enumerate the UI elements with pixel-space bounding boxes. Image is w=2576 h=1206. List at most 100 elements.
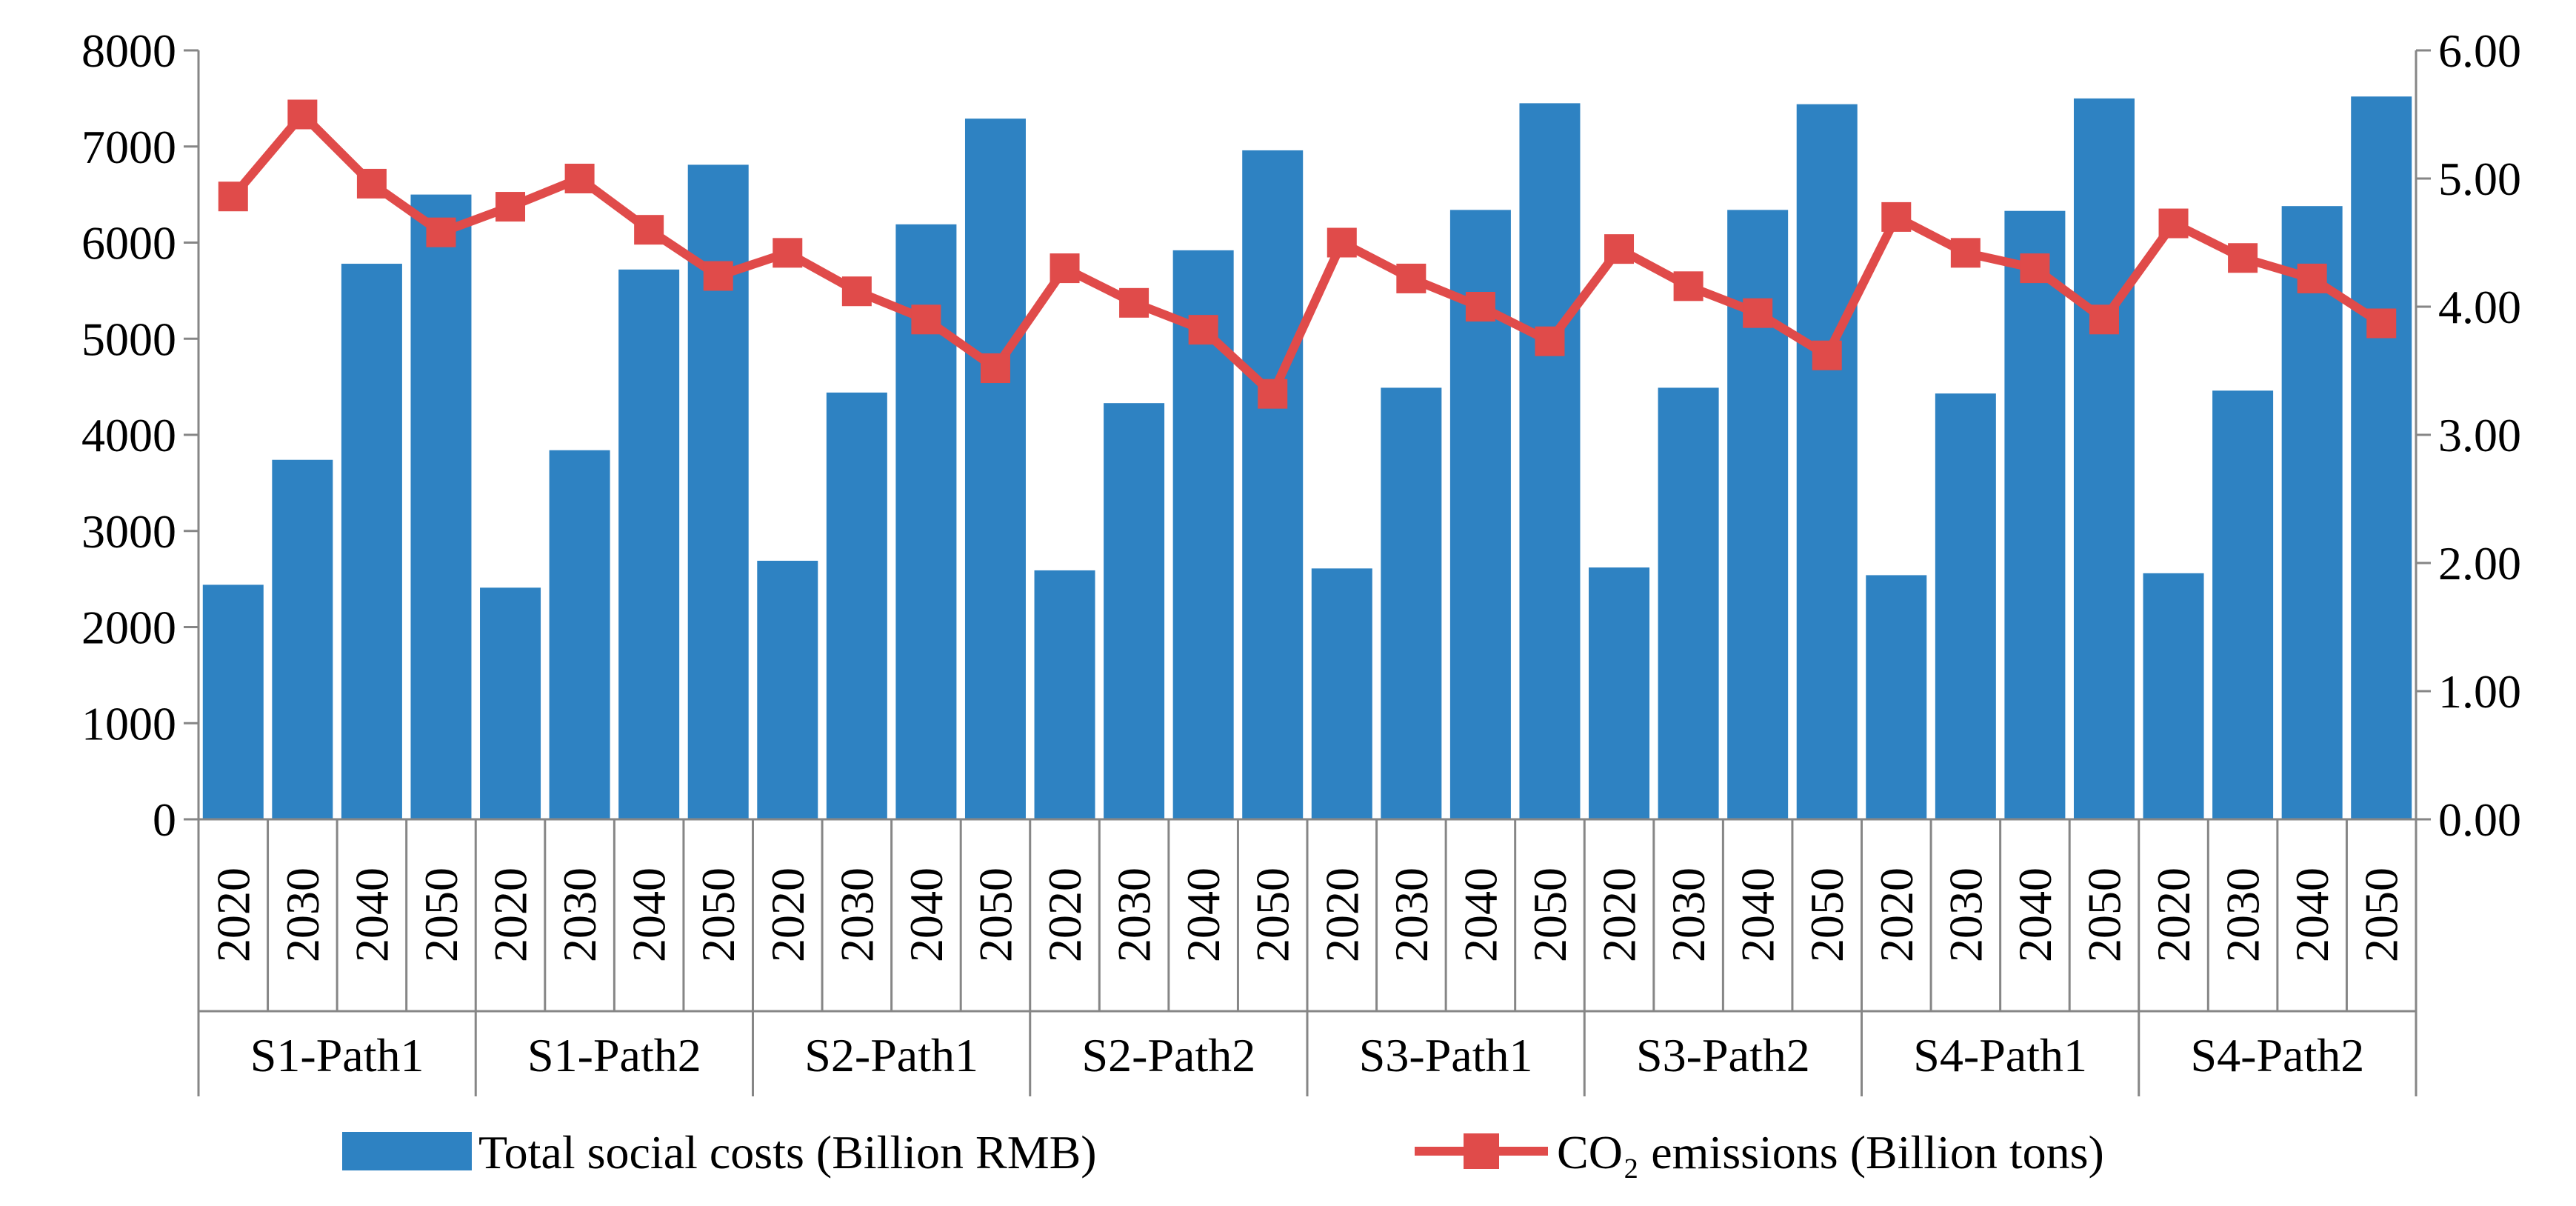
co2-marker xyxy=(703,261,733,291)
bar xyxy=(341,264,402,819)
co2-marker xyxy=(426,217,456,247)
year-label: 2020 xyxy=(207,867,259,962)
year-label: 2030 xyxy=(2217,867,2269,962)
bar xyxy=(2351,96,2412,819)
year-label: 2040 xyxy=(1454,867,1506,962)
bar xyxy=(964,119,1026,819)
right-axis-tick-label: 0.00 xyxy=(2438,793,2521,846)
category-dividers xyxy=(197,819,2417,1096)
left-axis-tick-label: 7000 xyxy=(81,121,176,173)
co2-marker xyxy=(1327,227,1357,258)
year-label: 2040 xyxy=(900,867,952,962)
co2-marker xyxy=(1743,298,1773,328)
group-label: S1-Path2 xyxy=(527,1029,701,1082)
year-label: 2040 xyxy=(1732,867,1784,962)
bar xyxy=(1104,403,1165,819)
co2-marker xyxy=(356,168,387,199)
bar xyxy=(2281,206,2343,819)
year-labels: 2020 2030 2040 2050 2020 2030 2040 2050 2020 2030… xyxy=(207,867,2407,962)
co2-marker xyxy=(1604,234,1635,264)
co2-marker xyxy=(1465,292,1495,322)
bar xyxy=(1658,387,1719,819)
line-series xyxy=(218,99,2397,409)
bar xyxy=(2004,210,2066,819)
co2-marker xyxy=(1535,326,1565,356)
bar xyxy=(2143,573,2204,819)
bar xyxy=(1034,570,1095,819)
right-axis-ticks: 0.00 1.00 2.00 3.00 4.00 5.00 6.00 xyxy=(2416,24,2521,846)
year-label: 2030 xyxy=(1662,867,1715,962)
year-label: 2030 xyxy=(1939,867,1992,962)
year-label: 2050 xyxy=(1247,867,1299,962)
group-label: S2-Path1 xyxy=(804,1029,978,1082)
co2-marker xyxy=(218,181,248,212)
right-axis-tick-label: 1.00 xyxy=(2438,665,2521,718)
group-label: S2-Path2 xyxy=(1082,1029,1256,1082)
legend-line-marker xyxy=(1464,1133,1499,1169)
left-axis-tick-label: 6000 xyxy=(81,217,176,270)
co2-marker xyxy=(2020,253,2050,284)
left-axis-tick-label: 5000 xyxy=(81,313,176,365)
left-axis-tick-label: 8000 xyxy=(81,24,176,77)
left-axis-tick-label: 1000 xyxy=(81,697,176,750)
co2-marker xyxy=(564,164,595,193)
year-label: 2030 xyxy=(1108,867,1161,962)
year-label: 2020 xyxy=(1315,867,1368,962)
legend-line-label: CO₂ emissions (Billion tons) xyxy=(1557,1126,2104,1179)
bar xyxy=(1242,150,1304,819)
bar xyxy=(202,584,264,819)
legend-bar-swatch xyxy=(342,1132,472,1170)
year-label: 2050 xyxy=(2355,867,2408,962)
bar xyxy=(1796,104,1858,819)
group-labels: S1-Path1 S1-Path2 S2-Path1 S2-Path2 S3-Path1… xyxy=(250,1029,2364,1082)
year-label: 2040 xyxy=(345,867,398,962)
left-axis-tick-label: 0 xyxy=(153,793,176,846)
legend: Total social costs (Billion RMB) CO₂ emis… xyxy=(342,1126,2104,1179)
co2-marker xyxy=(1119,287,1149,318)
bar xyxy=(480,587,541,819)
group-label: S3-Path2 xyxy=(1636,1029,1810,1082)
bar xyxy=(618,269,680,820)
co2-marker xyxy=(2089,304,2119,335)
bar xyxy=(826,392,887,819)
right-axis-tick-label: 4.00 xyxy=(2438,281,2521,333)
left-axis-ticks: 0 1000 2000 3000 4000 5000 6000 7000 8000 xyxy=(81,24,198,846)
year-label: 2020 xyxy=(1593,867,1646,962)
bar xyxy=(2073,98,2135,819)
year-label: 2050 xyxy=(415,867,467,962)
year-label: 2040 xyxy=(1177,867,1229,962)
year-label: 2040 xyxy=(623,867,675,962)
year-label: 2030 xyxy=(1385,867,1438,962)
bar xyxy=(1589,567,1650,819)
co2-marker xyxy=(287,99,318,130)
bar xyxy=(410,194,472,819)
group-label: S1-Path1 xyxy=(250,1029,424,1082)
year-label: 2030 xyxy=(830,867,883,962)
bar xyxy=(1311,568,1372,819)
co2-marker xyxy=(2228,243,2258,273)
co2-marker xyxy=(980,353,1010,384)
year-label: 2030 xyxy=(276,867,329,962)
co2-marker xyxy=(2158,208,2189,239)
co2-marker xyxy=(1396,263,1427,293)
co2-marker xyxy=(495,192,526,222)
year-label: 2020 xyxy=(1038,867,1091,962)
bar xyxy=(1381,387,1442,819)
year-label: 2020 xyxy=(484,867,537,962)
group-label: S4-Path2 xyxy=(2191,1029,2365,1082)
co2-marker xyxy=(1812,340,1842,370)
bar xyxy=(1866,575,1927,819)
co2-marker xyxy=(1881,201,1912,232)
co2-marker xyxy=(2366,308,2397,339)
year-label: 2020 xyxy=(761,867,814,962)
year-label: 2050 xyxy=(1524,867,1576,962)
right-axis-tick-label: 5.00 xyxy=(2438,153,2521,205)
year-label: 2050 xyxy=(1801,867,1853,962)
year-label: 2040 xyxy=(2286,867,2338,962)
bar xyxy=(2212,390,2274,819)
year-label: 2020 xyxy=(2147,867,2200,962)
left-axis-tick-label: 2000 xyxy=(81,602,176,654)
co2-marker xyxy=(841,276,872,307)
bar xyxy=(272,459,333,819)
